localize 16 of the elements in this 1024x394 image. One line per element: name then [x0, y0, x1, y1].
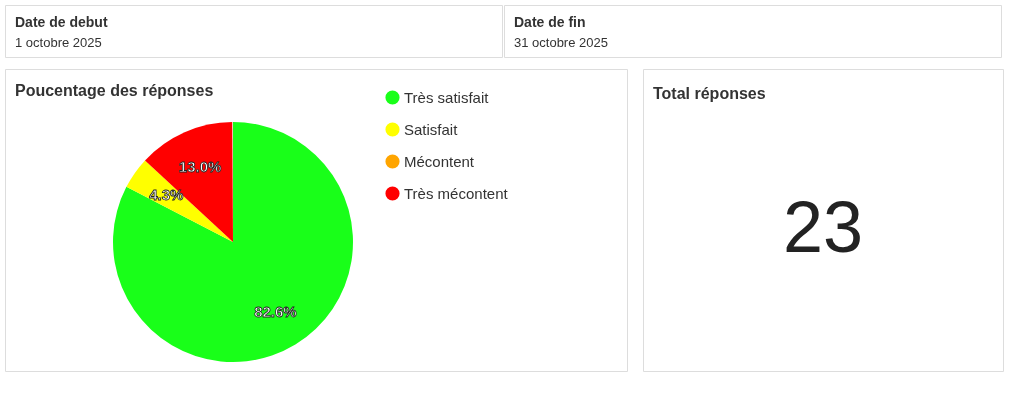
text: 1 octobre 2025 [15, 35, 102, 50]
pie-slice [113, 122, 353, 362]
text: Date de debut [15, 14, 108, 30]
data-label: 82.6% [254, 302, 297, 320]
legend-label: Très mécontent [404, 184, 509, 202]
data-label: 4.3% [149, 186, 184, 204]
text: Total réponses [653, 85, 766, 102]
pie-slice [145, 122, 233, 242]
text: 31 octobre 2025 [514, 35, 608, 50]
legend-label: Mécontent [404, 152, 475, 170]
text: 23 [782, 187, 864, 267]
text: Date de fin [514, 14, 586, 30]
chart-title: Poucentage des réponses [15, 82, 214, 99]
data-label: 13.0% [178, 158, 222, 176]
legend-label: Satisfait [404, 120, 459, 138]
legend-label: Très satisfait [404, 88, 490, 106]
